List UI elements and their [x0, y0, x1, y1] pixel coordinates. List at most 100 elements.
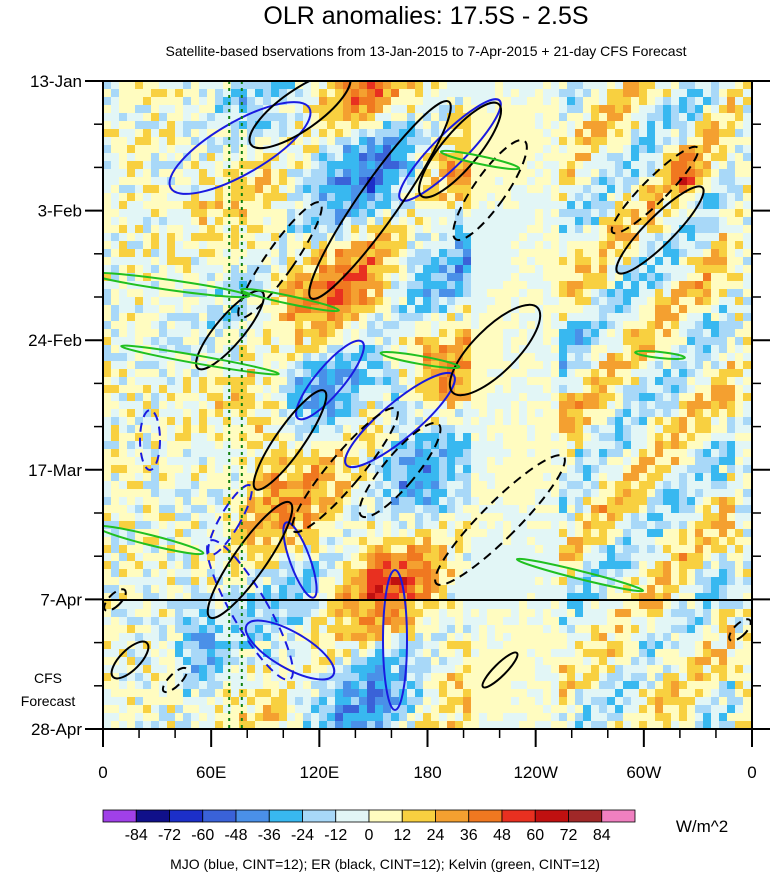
- heat-cell: [135, 305, 144, 314]
- heat-cell: [615, 145, 624, 154]
- heat-cell: [415, 265, 424, 274]
- heat-cell: [295, 193, 304, 202]
- heat-cell: [311, 393, 320, 402]
- heat-cell: [359, 129, 368, 138]
- heat-cell: [607, 329, 616, 338]
- heat-cell: [103, 177, 112, 186]
- heat-cell: [455, 89, 464, 98]
- heat-cell: [119, 169, 128, 178]
- heat-cell: [703, 489, 712, 498]
- heat-cell: [535, 497, 544, 506]
- heat-cell: [303, 529, 312, 538]
- heat-cell: [503, 473, 512, 482]
- heat-cell: [383, 401, 392, 410]
- heat-cell: [647, 345, 656, 354]
- heat-cell: [535, 105, 544, 114]
- heat-cell: [583, 105, 592, 114]
- heat-cell: [303, 193, 312, 202]
- heat-cell: [663, 529, 672, 538]
- heat-cell: [295, 417, 304, 426]
- heat-cell: [367, 129, 376, 138]
- heat-cell: [175, 153, 184, 162]
- heat-cell: [527, 137, 536, 146]
- heat-cell: [695, 329, 704, 338]
- heat-cell: [335, 121, 344, 130]
- heat-cell: [223, 401, 232, 410]
- heat-cell: [271, 473, 280, 482]
- heat-cell: [567, 353, 576, 362]
- heat-cell: [247, 449, 256, 458]
- heat-cell: [471, 377, 480, 386]
- heat-cell: [663, 305, 672, 314]
- heat-cell: [719, 289, 728, 298]
- heat-cell: [679, 321, 688, 330]
- heat-cell: [639, 313, 648, 322]
- heat-cell: [519, 105, 528, 114]
- heat-cell: [655, 201, 664, 210]
- heat-cell: [455, 537, 464, 546]
- heat-cell: [439, 249, 448, 258]
- heat-cell: [367, 201, 376, 210]
- heat-cell: [383, 449, 392, 458]
- heat-cell: [207, 441, 216, 450]
- heat-cell: [463, 529, 472, 538]
- heat-cell: [391, 257, 400, 266]
- heat-cell: [303, 425, 312, 434]
- heat-cell: [167, 489, 176, 498]
- heat-cell: [255, 297, 264, 306]
- heat-cell: [367, 233, 376, 242]
- heat-cell: [399, 121, 408, 130]
- heat-cell: [743, 425, 752, 434]
- heat-cell: [535, 513, 544, 522]
- heat-cell: [351, 121, 360, 130]
- heat-cell: [119, 497, 128, 506]
- heat-cell: [607, 241, 616, 250]
- heat-cell: [583, 129, 592, 138]
- heat-cell: [591, 257, 600, 266]
- heat-cell: [671, 81, 680, 90]
- heat-cell: [335, 153, 344, 162]
- heat-cell: [399, 513, 408, 522]
- heat-cell: [743, 209, 752, 218]
- heat-cell: [207, 449, 216, 458]
- heat-cell: [463, 329, 472, 338]
- heat-cell: [519, 289, 528, 298]
- heat-cell: [199, 409, 208, 418]
- heat-cell: [551, 225, 560, 234]
- heat-cell: [727, 201, 736, 210]
- heat-cell: [479, 465, 488, 474]
- heat-cell: [743, 545, 752, 554]
- heat-cell: [703, 177, 712, 186]
- heat-cell: [175, 505, 184, 514]
- heat-cell: [135, 345, 144, 354]
- heat-cell: [415, 353, 424, 362]
- heat-cell: [495, 361, 504, 370]
- heat-cell: [215, 505, 224, 514]
- heat-cell: [199, 273, 208, 282]
- heat-cell: [351, 225, 360, 234]
- heat-cell: [343, 329, 352, 338]
- heat-cell: [175, 433, 184, 442]
- heat-cell: [303, 473, 312, 482]
- heat-cell: [671, 137, 680, 146]
- heat-cell: [167, 425, 176, 434]
- heat-cell: [455, 369, 464, 378]
- heat-cell: [431, 169, 440, 178]
- heat-cell: [223, 441, 232, 450]
- heat-cell: [551, 297, 560, 306]
- heat-cell: [327, 297, 336, 306]
- heat-cell: [375, 481, 384, 490]
- heat-cell: [247, 217, 256, 226]
- heat-cell: [159, 425, 168, 434]
- heat-cell: [591, 97, 600, 106]
- heat-cell: [151, 441, 160, 450]
- heat-cell: [439, 113, 448, 122]
- heat-cell: [303, 393, 312, 402]
- heat-cell: [671, 169, 680, 178]
- heat-cell: [327, 361, 336, 370]
- heat-cell: [551, 121, 560, 130]
- heat-cell: [127, 169, 136, 178]
- heat-cell: [695, 369, 704, 378]
- heat-cell: [591, 377, 600, 386]
- heat-cell: [519, 265, 528, 274]
